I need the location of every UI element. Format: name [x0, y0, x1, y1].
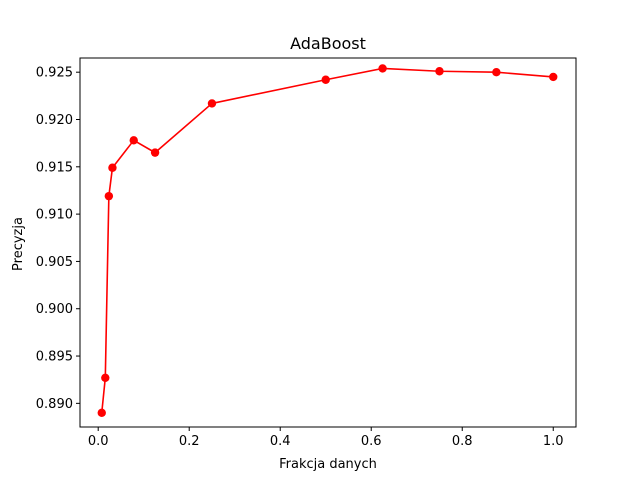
series-line	[100, 67, 554, 413]
data-point	[108, 163, 117, 172]
data-point	[97, 408, 106, 418]
y-axis: 0.890 0.895 0.900 0.905 0.910 0.915 0.920 0.925	[36, 66, 80, 412]
x-tick-label: 0.6	[361, 434, 382, 449]
y-tick-label: 0.915	[36, 160, 73, 175]
data-point	[435, 67, 444, 76]
data-point	[492, 67, 501, 77]
chart-title: AdaBoost	[290, 34, 366, 53]
y-tick-label: 0.895	[36, 350, 73, 365]
y-tick-label: 0.910	[36, 208, 73, 223]
data-point	[101, 373, 110, 382]
x-axis-label: Frakcja danych	[279, 457, 377, 472]
data-point	[129, 136, 138, 145]
y-tick-label: 0.900	[36, 302, 73, 317]
data-point	[549, 72, 558, 82]
data-point	[150, 148, 160, 157]
y-tick-label: 0.905	[36, 255, 73, 270]
y-tick-label: 0.920	[36, 113, 73, 128]
y-tick-label: 0.890	[36, 397, 73, 412]
data-point	[321, 75, 330, 84]
data-point	[207, 99, 217, 108]
axes-frame	[79, 57, 577, 428]
data-point	[378, 64, 387, 73]
x-tick-label: 0.2	[179, 434, 200, 449]
y-tick-label: 0.925	[36, 66, 73, 81]
x-tick-label: 0.4	[270, 434, 291, 449]
data-point	[104, 191, 114, 201]
x-axis: 0.0 0.2 0.4 0.6 0.8 1.0	[88, 427, 564, 449]
x-tick-label: 0.8	[452, 434, 473, 449]
plot-area	[97, 64, 558, 418]
x-tick-label: 0.0	[88, 434, 109, 449]
x-tick-label: 1.0	[543, 434, 564, 449]
y-axis-label: Precyzja	[11, 217, 26, 271]
